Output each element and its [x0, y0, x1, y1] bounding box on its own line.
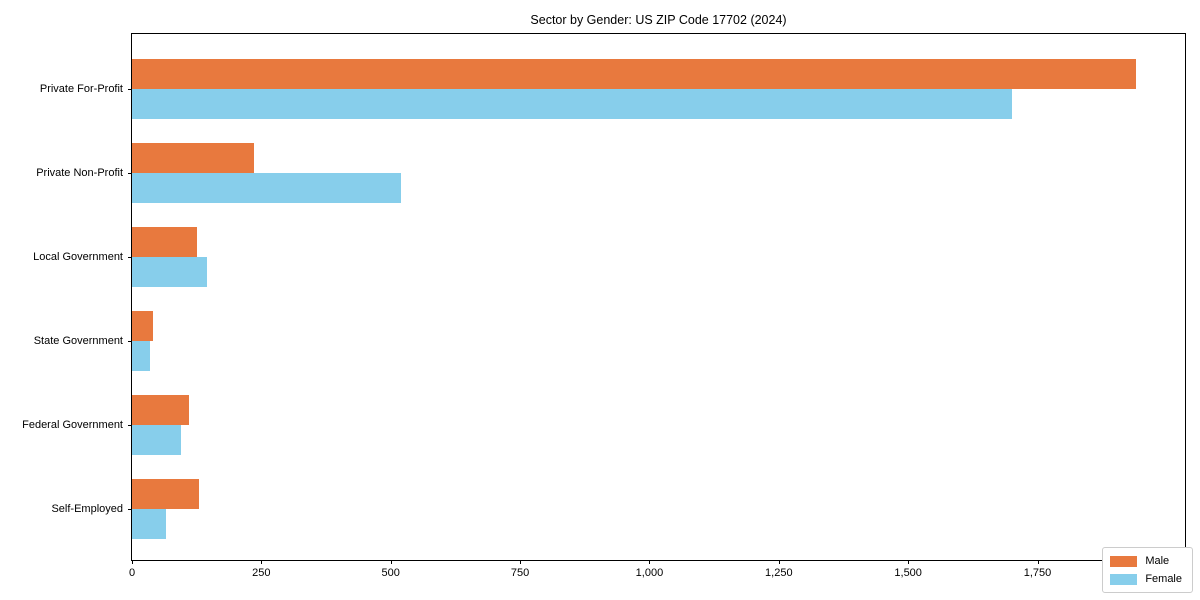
x-tick-label-250: 250: [252, 567, 271, 579]
legend-item-male: Male: [1110, 555, 1182, 567]
y-label-private-for-profit: Private For-Profit: [39, 83, 123, 95]
bar-female-local-government: [132, 257, 208, 287]
y-tick-federal-government: [128, 425, 132, 426]
legend-label-female: Female: [1145, 573, 1182, 585]
bar-female-self-employed: [132, 509, 166, 539]
y-label-state-government: State Government: [33, 335, 123, 347]
y-label-federal-government: Federal Government: [22, 419, 123, 431]
x-tick-label-500: 500: [381, 567, 400, 579]
bar-male-self-employed: [132, 479, 200, 509]
y-tick-state-government: [128, 341, 132, 342]
legend-swatch-male: [1110, 555, 1138, 567]
bar-male-local-government: [132, 227, 197, 257]
x-tick-1000: [649, 560, 651, 564]
x-tick-label-0: 0: [128, 567, 136, 579]
legend-swatch-female: [1110, 573, 1138, 585]
x-tick-label-1000: 1,000: [635, 567, 664, 579]
x-tick-label-1250: 1,250: [765, 567, 793, 579]
legend: Male Female: [1102, 547, 1193, 593]
y-label-private-non-profit: Private Non-Profit: [36, 167, 123, 179]
chart-title: Sector by Gender: US ZIP Code 17702 (202…: [530, 13, 787, 27]
x-tick-750: [520, 560, 522, 564]
y-label-local-government: Local Government: [33, 251, 123, 263]
x-tick-250: [261, 560, 263, 564]
bar-female-federal-government: [132, 425, 182, 455]
x-tick-label-1750: 1,750: [1023, 567, 1052, 579]
bar-female-state-government: [132, 341, 151, 371]
bar-female-private-non-profit: [132, 173, 402, 203]
x-tick-1750: [1037, 560, 1039, 564]
legend-item-female: Female: [1110, 573, 1182, 585]
x-tick-1250: [778, 560, 780, 564]
bar-female-private-for-profit: [132, 89, 1012, 119]
x-tick-1500: [908, 560, 910, 564]
x-tick-label-1500: 1,500: [894, 567, 922, 579]
x-tick-0: [132, 560, 133, 564]
bar-male-private-for-profit: [132, 59, 1136, 89]
y-tick-local-government: [128, 257, 132, 258]
y-tick-self-employed: [128, 509, 132, 510]
x-tick-500: [390, 560, 392, 564]
x-tick-label-750: 750: [510, 567, 530, 579]
legend-label-male: Male: [1145, 555, 1170, 567]
bar-male-federal-government: [132, 395, 189, 425]
plot-area: Private For-Profit Private Non-Profit Loca…: [22, 33, 1186, 579]
bar-male-state-government: [132, 311, 153, 341]
y-tick-private-for-profit: [128, 89, 132, 90]
bar-male-private-non-profit: [132, 143, 254, 173]
y-label-self-employed: Self-Employed: [51, 503, 123, 515]
y-tick-private-non-profit: [128, 173, 132, 174]
